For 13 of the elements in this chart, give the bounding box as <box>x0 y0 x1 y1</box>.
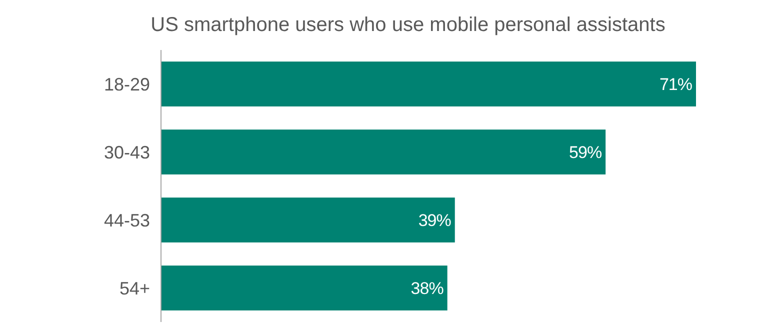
data-label: 59% <box>569 142 602 162</box>
chart-title: US smartphone users who use mobile personal assistants <box>150 14 666 36</box>
y-tick-label: 44-53 <box>104 210 150 230</box>
bar <box>161 266 448 310</box>
data-label: 71% <box>659 74 692 94</box>
data-label: 38% <box>410 278 444 298</box>
y-tick-label: 18-29 <box>104 74 150 94</box>
y-tick-label: 30-43 <box>104 142 150 162</box>
bar <box>161 130 606 174</box>
data-label: 39% <box>418 210 452 230</box>
y-tick-label: 54+ <box>119 278 150 298</box>
bar <box>161 198 455 242</box>
bar <box>161 62 696 106</box>
